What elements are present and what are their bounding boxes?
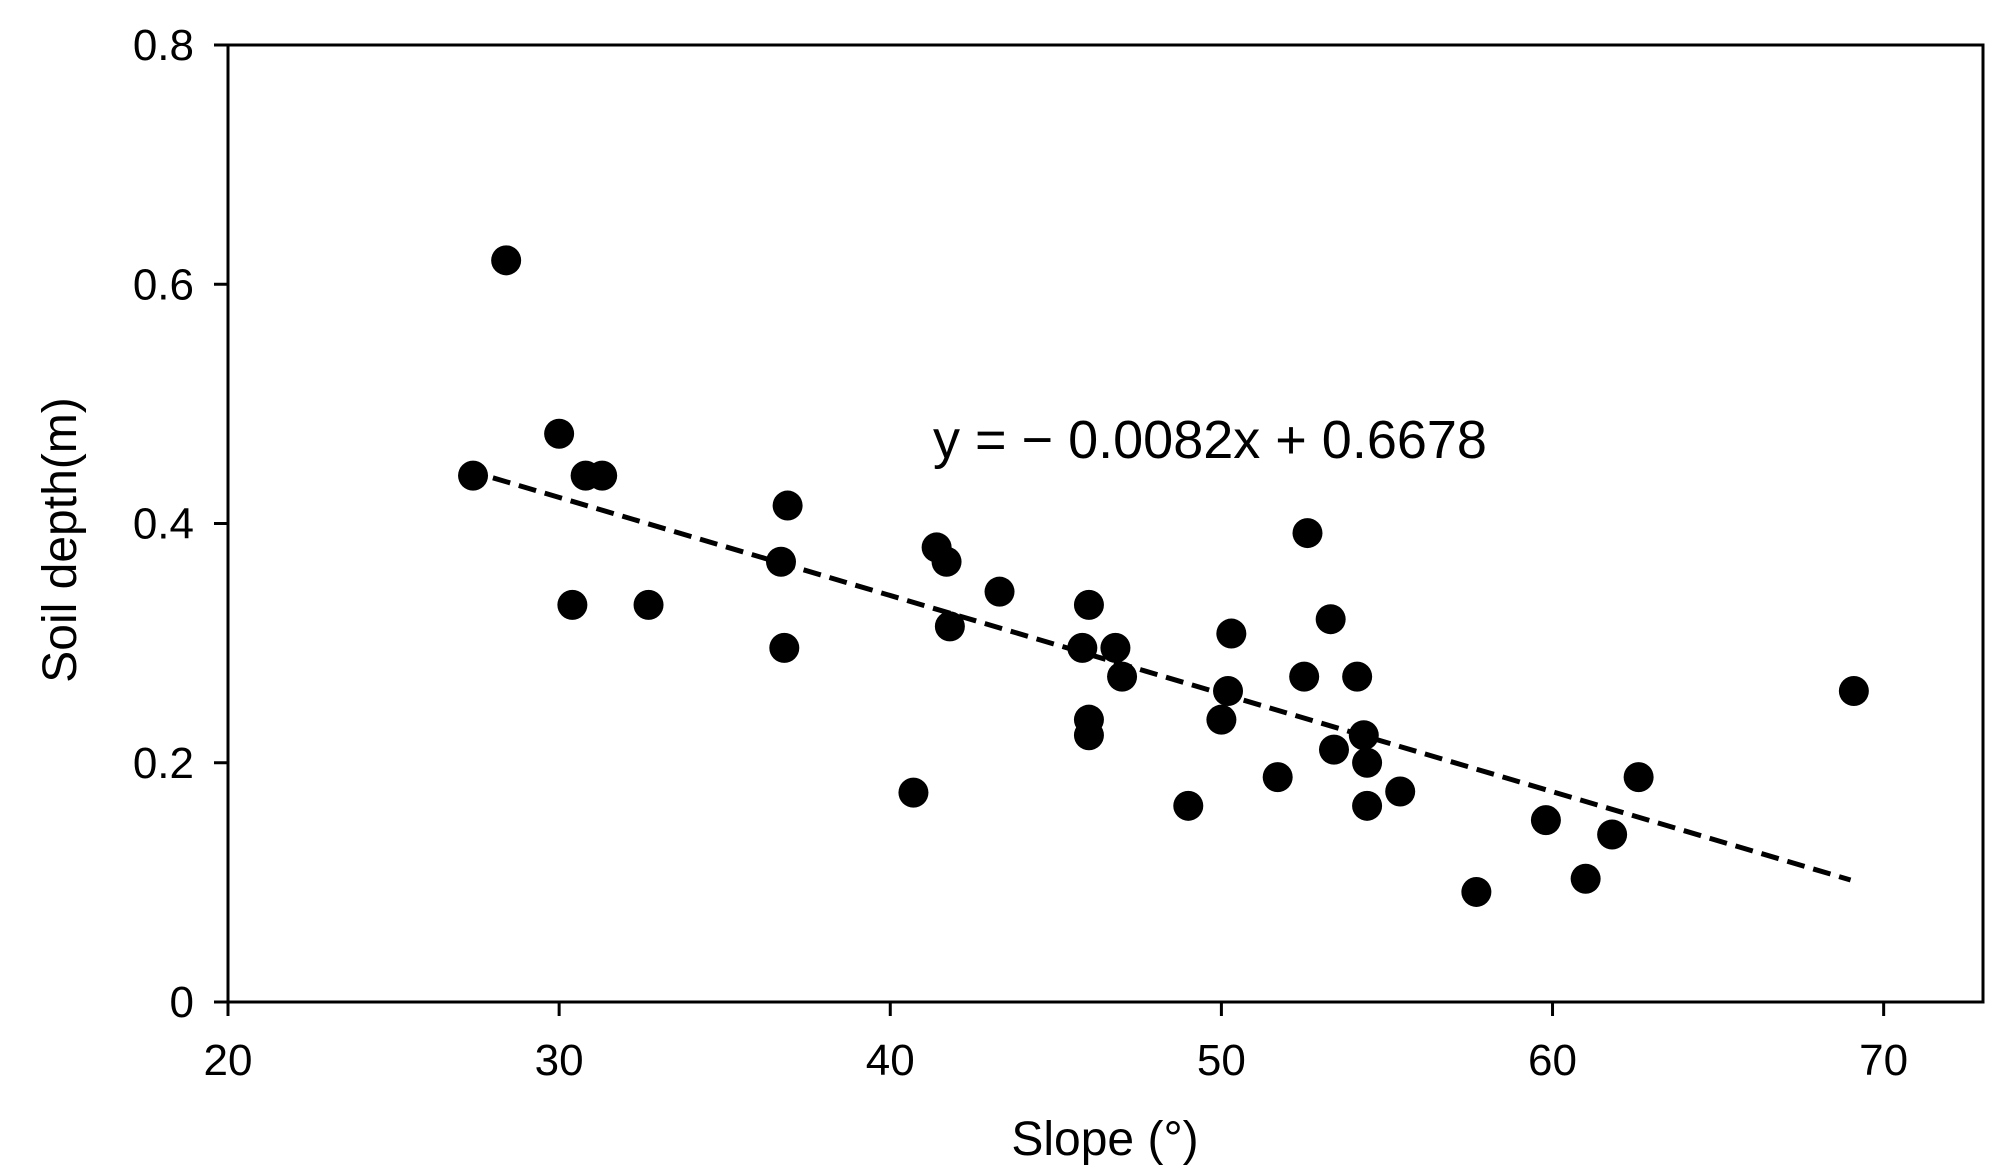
- data-point: [1292, 518, 1323, 549]
- y-axis-ticks: 0 0.2 0.4 0.6 0.8: [133, 21, 228, 1027]
- x-axis-ticks: 20 30 40 50 60 70: [204, 1002, 1908, 1085]
- data-point: [1342, 661, 1373, 692]
- plot-area-frame: [226, 43, 1985, 1004]
- data-point: [934, 611, 965, 642]
- trendline-equation: y = − 0.0082x + 0.6678: [933, 410, 1487, 470]
- y-tick-label: 0.4: [133, 500, 194, 549]
- data-point: [898, 777, 929, 808]
- data-point: [1262, 762, 1293, 793]
- data-point: [1289, 661, 1320, 692]
- data-point: [931, 546, 962, 577]
- data-point: [1352, 747, 1383, 778]
- y-tick-label: 0.2: [133, 739, 194, 788]
- data-point: [557, 589, 588, 620]
- data-point: [769, 632, 800, 663]
- data-point: [633, 589, 664, 620]
- data-point: [1530, 805, 1561, 836]
- y-tick-label: 0.8: [133, 21, 194, 70]
- x-tick-label: 40: [866, 1036, 915, 1085]
- data-point: [587, 460, 618, 491]
- data-point: [1206, 704, 1237, 735]
- x-tick-label: 20: [204, 1036, 253, 1085]
- x-axis-title: Slope (°): [1011, 1113, 1198, 1166]
- data-point: [491, 245, 522, 276]
- y-tick-label: 0: [170, 978, 194, 1027]
- data-point: [1623, 762, 1654, 793]
- data-point: [544, 418, 575, 449]
- data-point: [1461, 876, 1492, 907]
- data-points: [458, 245, 1869, 907]
- data-point: [1100, 632, 1131, 663]
- data-point: [1318, 734, 1349, 765]
- data-point: [1352, 790, 1383, 821]
- data-point: [765, 546, 796, 577]
- data-point: [1073, 720, 1104, 751]
- data-point: [772, 490, 803, 521]
- x-tick-label: 50: [1197, 1036, 1246, 1085]
- x-tick-label: 70: [1859, 1036, 1908, 1085]
- data-point: [1216, 618, 1247, 649]
- data-point: [1315, 604, 1346, 635]
- data-point: [1213, 675, 1244, 706]
- data-point: [1570, 863, 1601, 894]
- x-tick-label: 30: [535, 1036, 584, 1085]
- data-point: [1107, 661, 1138, 692]
- data-point: [1385, 776, 1416, 807]
- y-axis-title: Soil depth(m): [34, 397, 87, 682]
- y-tick-label: 0.6: [133, 260, 194, 309]
- data-point: [1838, 675, 1869, 706]
- data-point: [984, 576, 1015, 607]
- data-point: [1173, 790, 1204, 821]
- data-point: [1348, 720, 1379, 751]
- data-point: [1073, 589, 1104, 620]
- data-point: [1597, 819, 1628, 850]
- trendline: [492, 475, 1852, 883]
- data-point: [458, 460, 489, 491]
- data-point: [1067, 632, 1098, 663]
- x-tick-label: 60: [1528, 1036, 1577, 1085]
